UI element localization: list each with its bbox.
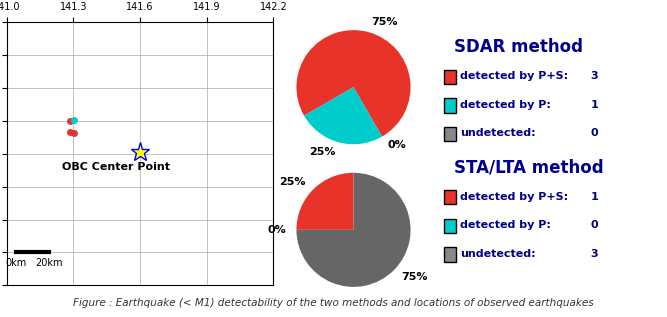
Text: 0: 0	[590, 220, 598, 230]
Text: 25%: 25%	[279, 177, 306, 187]
Text: 3: 3	[590, 71, 598, 81]
Text: Figure : Earthquake (< M1) detectability of the two methods and locations of obs: Figure : Earthquake (< M1) detectability…	[73, 298, 594, 308]
Text: 0%: 0%	[267, 225, 286, 235]
Wedge shape	[354, 87, 382, 137]
Text: 0km: 0km	[5, 258, 26, 268]
Text: detected by P+S:: detected by P+S:	[460, 191, 568, 202]
Text: 0: 0	[590, 128, 598, 138]
Text: 1: 1	[590, 191, 598, 202]
Text: SDAR method: SDAR method	[454, 38, 582, 56]
Wedge shape	[304, 87, 382, 144]
Text: 0%: 0%	[387, 140, 406, 151]
Wedge shape	[296, 173, 411, 287]
Text: 75%: 75%	[401, 272, 428, 282]
Wedge shape	[296, 30, 411, 137]
Text: undetected:: undetected:	[460, 128, 536, 138]
Text: detected by P+S:: detected by P+S:	[460, 71, 568, 81]
Text: 25%: 25%	[309, 147, 336, 157]
Text: undetected:: undetected:	[460, 249, 536, 259]
Text: 20km: 20km	[35, 258, 63, 268]
Text: OBC Center Point: OBC Center Point	[62, 162, 170, 172]
Text: 75%: 75%	[371, 17, 398, 27]
Text: 3: 3	[590, 249, 598, 259]
Text: detected by P:: detected by P:	[460, 220, 551, 230]
Text: 1: 1	[590, 100, 598, 110]
Text: STA/LTA method: STA/LTA method	[454, 158, 603, 177]
Wedge shape	[296, 173, 354, 230]
Text: detected by P:: detected by P:	[460, 100, 551, 110]
